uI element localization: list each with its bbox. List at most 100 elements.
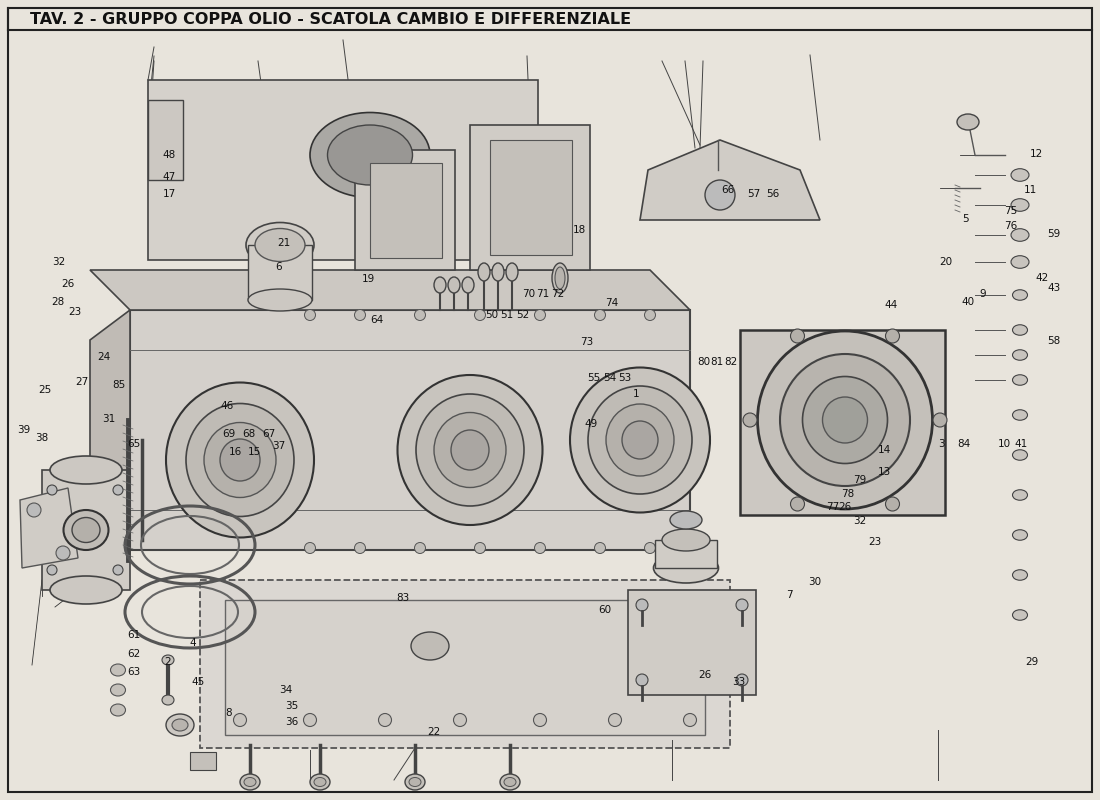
Text: 26: 26 xyxy=(698,670,712,680)
Ellipse shape xyxy=(594,542,605,554)
Ellipse shape xyxy=(1012,410,1027,420)
Text: 62: 62 xyxy=(128,649,141,658)
Text: 46: 46 xyxy=(220,402,233,411)
Ellipse shape xyxy=(780,354,910,486)
Text: 59: 59 xyxy=(1047,230,1060,239)
Text: 41: 41 xyxy=(1014,439,1027,449)
Ellipse shape xyxy=(328,125,412,185)
Polygon shape xyxy=(90,270,690,310)
Ellipse shape xyxy=(1012,610,1027,620)
Ellipse shape xyxy=(683,714,696,726)
Ellipse shape xyxy=(453,714,466,726)
Polygon shape xyxy=(90,310,130,580)
Ellipse shape xyxy=(594,310,605,321)
Ellipse shape xyxy=(886,497,900,511)
Bar xyxy=(42,470,130,590)
Text: 17: 17 xyxy=(163,189,176,198)
Ellipse shape xyxy=(448,277,460,293)
Ellipse shape xyxy=(653,553,718,583)
Ellipse shape xyxy=(172,719,188,731)
Ellipse shape xyxy=(72,518,100,542)
Text: 47: 47 xyxy=(163,172,176,182)
Text: 68: 68 xyxy=(242,430,255,439)
Ellipse shape xyxy=(823,397,868,443)
Ellipse shape xyxy=(415,310,426,321)
Ellipse shape xyxy=(56,546,70,560)
Text: 64: 64 xyxy=(371,315,384,325)
Text: 18: 18 xyxy=(573,226,586,235)
Ellipse shape xyxy=(304,714,317,726)
Ellipse shape xyxy=(110,664,125,676)
Text: 20: 20 xyxy=(939,257,953,266)
Text: 1: 1 xyxy=(632,389,639,398)
Text: 39: 39 xyxy=(18,425,31,434)
Text: 8: 8 xyxy=(226,708,232,718)
Ellipse shape xyxy=(248,289,312,311)
Ellipse shape xyxy=(354,542,365,554)
Text: 21: 21 xyxy=(277,238,290,248)
Ellipse shape xyxy=(500,774,520,790)
Text: 11: 11 xyxy=(1024,186,1037,195)
Text: 84: 84 xyxy=(957,439,970,449)
Ellipse shape xyxy=(758,331,933,509)
Text: 53: 53 xyxy=(618,374,631,383)
Ellipse shape xyxy=(636,599,648,611)
Text: 9: 9 xyxy=(979,289,986,298)
Ellipse shape xyxy=(50,456,122,484)
Text: 34: 34 xyxy=(279,686,293,695)
Text: 40: 40 xyxy=(961,298,975,307)
Text: 27: 27 xyxy=(75,377,88,386)
Polygon shape xyxy=(640,140,820,220)
Bar xyxy=(490,140,572,255)
Text: 42: 42 xyxy=(1035,274,1048,283)
Ellipse shape xyxy=(535,310,546,321)
Text: 23: 23 xyxy=(68,307,81,317)
Ellipse shape xyxy=(1011,256,1028,268)
Ellipse shape xyxy=(47,485,57,495)
Text: 26: 26 xyxy=(62,279,75,289)
Text: 66: 66 xyxy=(722,185,735,194)
Ellipse shape xyxy=(606,404,674,476)
Ellipse shape xyxy=(705,180,735,210)
Text: 14: 14 xyxy=(878,446,891,455)
Text: 65: 65 xyxy=(128,439,141,449)
Text: 5: 5 xyxy=(962,214,969,224)
Ellipse shape xyxy=(305,310,316,321)
Ellipse shape xyxy=(791,497,804,511)
Ellipse shape xyxy=(736,674,748,686)
Text: 52: 52 xyxy=(516,310,529,320)
Text: 15: 15 xyxy=(248,447,261,457)
Ellipse shape xyxy=(162,695,174,705)
Text: 35: 35 xyxy=(285,702,298,711)
Text: 43: 43 xyxy=(1047,283,1060,293)
Ellipse shape xyxy=(110,704,125,716)
Text: 12: 12 xyxy=(1030,149,1043,158)
Ellipse shape xyxy=(552,263,568,293)
Bar xyxy=(370,163,442,258)
Ellipse shape xyxy=(409,778,421,786)
Text: 71: 71 xyxy=(536,290,549,299)
Ellipse shape xyxy=(736,599,748,611)
Text: 3: 3 xyxy=(938,439,945,449)
Text: 31: 31 xyxy=(102,414,116,424)
Text: 85: 85 xyxy=(112,380,125,390)
Text: 74: 74 xyxy=(605,298,618,308)
Ellipse shape xyxy=(110,684,125,696)
Ellipse shape xyxy=(621,421,658,459)
Ellipse shape xyxy=(240,774,260,790)
Text: 13: 13 xyxy=(878,467,891,477)
Ellipse shape xyxy=(886,329,900,343)
Bar xyxy=(148,80,538,260)
Bar xyxy=(248,245,312,300)
Ellipse shape xyxy=(354,310,365,321)
Text: 10: 10 xyxy=(998,439,1011,449)
Text: 23: 23 xyxy=(868,538,881,547)
Ellipse shape xyxy=(636,674,648,686)
Ellipse shape xyxy=(1012,570,1027,580)
Text: 80: 80 xyxy=(697,358,711,367)
Ellipse shape xyxy=(535,542,546,554)
Ellipse shape xyxy=(50,576,122,604)
Ellipse shape xyxy=(310,113,430,198)
Bar xyxy=(355,150,455,270)
Bar xyxy=(654,540,717,568)
